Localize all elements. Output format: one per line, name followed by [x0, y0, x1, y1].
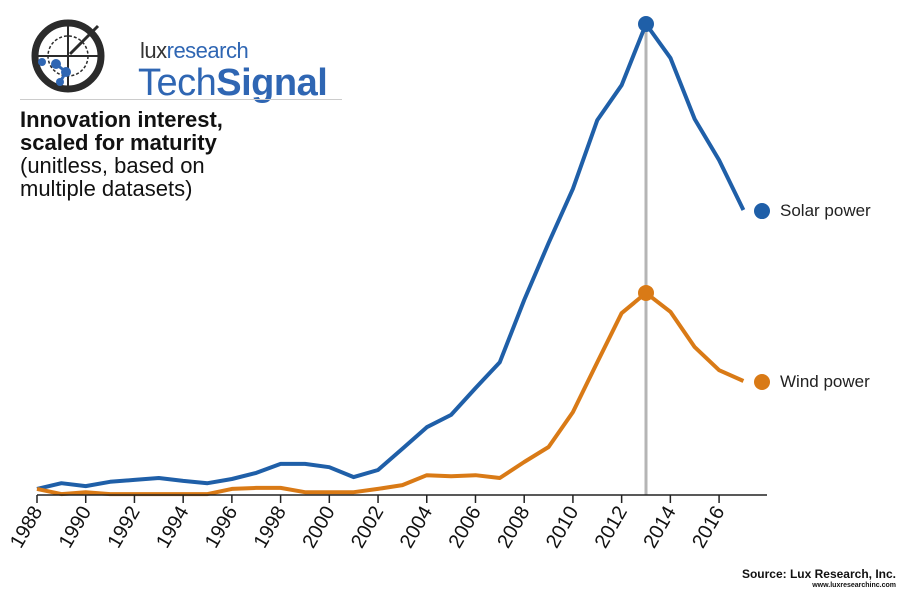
title-line-2: scaled for maturity [20, 130, 217, 155]
brand-lux: lux [140, 38, 167, 63]
x-tick-label: 1990 [55, 503, 96, 553]
x-tick-label: 2008 [493, 503, 534, 553]
radar-logo-icon [31, 19, 105, 93]
solar-power-peak-marker [638, 16, 654, 32]
divider [20, 99, 342, 100]
x-tick-label: 2006 [445, 503, 486, 553]
x-tick-label: 2000 [298, 503, 339, 553]
x-tick-label: 1988 [6, 503, 47, 553]
x-tick-label: 2002 [347, 503, 388, 553]
subtitle-line-1: (unitless, based on [20, 153, 205, 178]
x-tick-label: 1992 [103, 503, 144, 553]
wind-power-line [36, 290, 745, 497]
brand-tech: Tech [138, 62, 217, 104]
wind-power-legend-label: Wind power [780, 372, 870, 391]
wind-power-legend-dot [754, 374, 770, 391]
x-tick-label: 2012 [591, 503, 632, 553]
x-tick-label: 2010 [542, 503, 583, 553]
solar-power-line [36, 22, 746, 491]
title-line-1: Innovation interest, [20, 107, 223, 132]
x-tick-label: 1994 [152, 503, 193, 553]
brand-research: research [166, 38, 249, 63]
x-tick-label: 1996 [201, 503, 242, 553]
source-url: www.luxresearchinc.com [812, 582, 896, 589]
chart-title: Innovation interest, scaled for maturity… [20, 108, 223, 200]
luxresearch-techsignal-logo: luxresearch TechSignal [28, 14, 348, 104]
x-tick-label: 1998 [250, 503, 291, 553]
wind-power-peak-marker [638, 284, 654, 301]
brand-signal: Signal [216, 62, 328, 104]
solar-power-legend-label: Solar power [780, 201, 871, 220]
source-label: Source: Lux Research, Inc. [741, 567, 896, 581]
x-tick-label: 2014 [639, 503, 680, 553]
solar-power-legend-dot [754, 203, 770, 220]
x-tick-label: 2016 [688, 503, 729, 553]
subtitle-line-2: multiple datasets) [20, 176, 193, 201]
x-tick-label: 2004 [396, 503, 437, 553]
